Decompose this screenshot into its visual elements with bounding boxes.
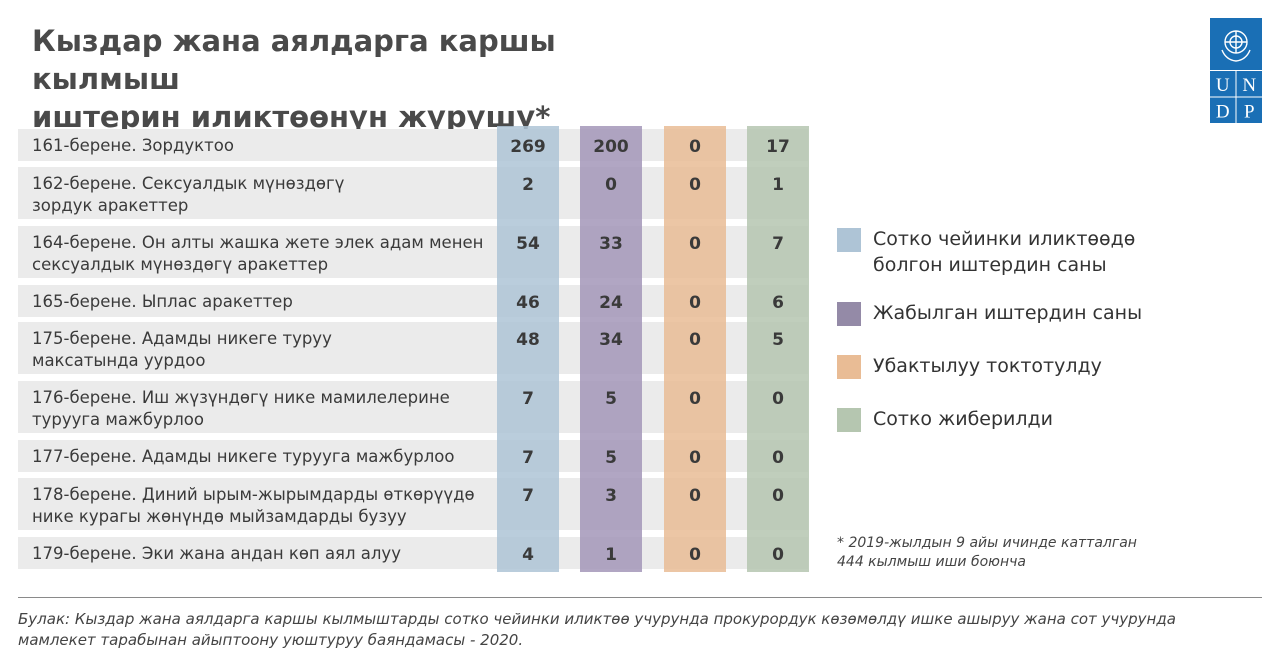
- data-label: 0: [772, 545, 784, 565]
- row-label: сексуалдык мүнөздөгү аракеттер: [32, 255, 328, 274]
- legend-label-pretrial: Сотко чейинки иликтөөдө болгон иштердин …: [873, 228, 1136, 276]
- data-label: 0: [605, 175, 617, 195]
- column-band: [747, 126, 809, 572]
- data-label: 17: [766, 137, 790, 157]
- data-label: 7: [522, 389, 534, 409]
- source-line-2: мамлекет тарабынан айыптоону уюштуруу ба…: [18, 631, 524, 649]
- row-label: турууга мажбурлоо: [32, 410, 204, 429]
- data-label: 0: [689, 389, 701, 409]
- column-band: [580, 126, 642, 572]
- source-note: Булак: Кыздар жана аялдарга каршы кылмыш…: [18, 609, 1262, 651]
- un-emblem-icon: [1221, 30, 1251, 62]
- column-band: [497, 126, 559, 572]
- row-label: 164-берене. Он алты жашка жете элек адам…: [32, 233, 483, 252]
- data-label: 0: [772, 448, 784, 468]
- legend-swatch-closed: [837, 302, 861, 326]
- row-label: 176-берене. Иш жүзүндөгү нике мамилелери…: [32, 388, 450, 407]
- data-label: 34: [599, 330, 623, 350]
- data-label: 200: [593, 137, 629, 157]
- data-label: 3: [605, 486, 617, 506]
- data-label: 48: [516, 330, 540, 350]
- row-label: максатында уурдоо: [32, 351, 206, 370]
- cases-table-chart: 161-берене. Зордуктоо 162-берене. Сексуал…: [18, 126, 809, 572]
- data-label: 46: [516, 293, 540, 313]
- footnote-line-1: * 2019-жылдын 9 айы ичинде катталган: [837, 535, 1137, 551]
- data-label: 0: [772, 389, 784, 409]
- data-label: 0: [689, 330, 701, 350]
- data-label: 5: [772, 330, 784, 350]
- logo-letter-d: D: [1216, 102, 1230, 123]
- data-label: 1: [772, 175, 784, 195]
- data-label: 0: [689, 293, 701, 313]
- row-label: 175-берене. Адамды никеге туруу: [32, 329, 332, 348]
- title-line-1: Кыздар жана аялдарга каршы кылмыш: [32, 24, 556, 96]
- data-label: 5: [605, 448, 617, 468]
- footnote-line-2: 444 кылмыш иши боюнча: [837, 554, 1026, 570]
- data-label: 33: [599, 234, 623, 254]
- data-label: 0: [689, 234, 701, 254]
- row-label: 179-берене. Эки жана андан көп аял алуу: [32, 544, 401, 563]
- data-label: 6: [772, 293, 784, 313]
- divider: [18, 597, 1262, 598]
- page-title: Кыздар жана аялдарга каршы кылмыш иштери…: [32, 22, 652, 136]
- legend-swatch-sent-to-court: [837, 408, 861, 432]
- logo-letter-u: U: [1216, 75, 1230, 96]
- data-label: 0: [689, 137, 701, 157]
- row-label: 177-берене. Адамды никеге турууга мажбур…: [32, 447, 454, 466]
- legend-label-suspended: Убактылуу токтотулду: [873, 355, 1102, 377]
- title-line-2: иштерин иликтөөнүн жүрүшү*: [32, 100, 551, 134]
- data-label: 7: [522, 448, 534, 468]
- row-label: 162-берене. Сексуалдык мүнөздөгү: [32, 174, 345, 193]
- legend-swatch-suspended: [837, 355, 861, 379]
- data-label: 54: [516, 234, 540, 254]
- data-label: 5: [605, 389, 617, 409]
- data-label: 269: [510, 137, 546, 157]
- row-label: 178-берене. Диний ырым-жырымдарды өткөрү…: [32, 485, 475, 504]
- data-label: 24: [599, 293, 623, 313]
- legend-label-closed: Жабылган иштердин саны: [873, 302, 1143, 324]
- row-label: 165-берене. Ыплас аракеттер: [32, 292, 293, 311]
- column-band: [664, 126, 726, 572]
- undp-logo: U N D P: [1210, 18, 1262, 123]
- data-label: 0: [689, 545, 701, 565]
- data-label: 7: [522, 486, 534, 506]
- data-label: 2: [522, 175, 534, 195]
- row-label: 161-берене. Зордуктоо: [32, 136, 234, 155]
- logo-letter-p: P: [1244, 102, 1255, 123]
- data-label: 0: [772, 486, 784, 506]
- row-label: нике курагы жөнүндө мыйзамдарды бузуу: [32, 507, 407, 526]
- data-label: 0: [689, 175, 701, 195]
- legend-swatch-pretrial: [837, 228, 861, 252]
- legend-label-sent-to-court: Сотко жиберилди: [873, 408, 1054, 430]
- data-label: 1: [605, 545, 617, 565]
- data-label: 7: [772, 234, 784, 254]
- row-label: зордук аракеттер: [32, 196, 188, 215]
- footnote: * 2019-жылдын 9 айы ичинде катталган 444…: [837, 534, 1257, 572]
- data-label: 0: [689, 448, 701, 468]
- data-label: 0: [689, 486, 701, 506]
- source-line-1: Булак: Кыздар жана аялдарга каршы кылмыш…: [18, 610, 1176, 628]
- data-label: 4: [522, 545, 534, 565]
- logo-letter-n: N: [1242, 75, 1256, 96]
